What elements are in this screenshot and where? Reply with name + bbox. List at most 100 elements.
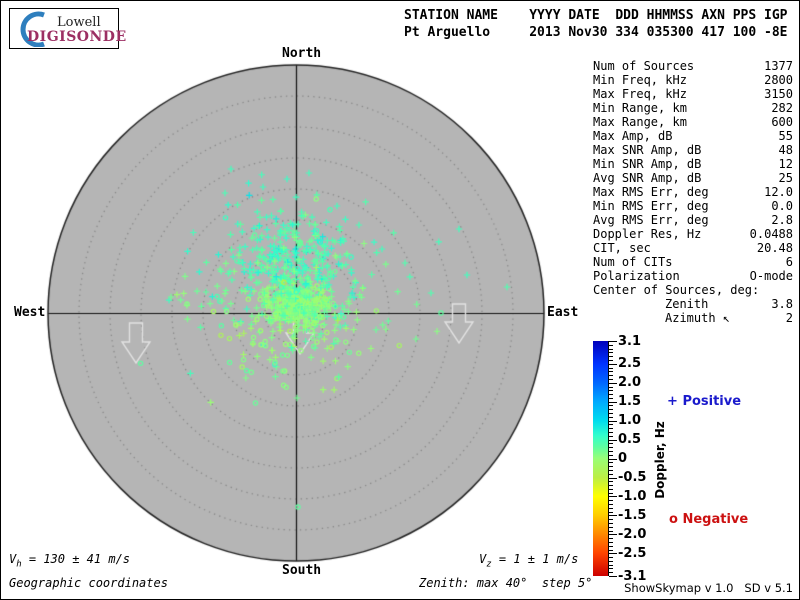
stat-row: Max Amp, dB 55 [593, 129, 793, 143]
colorbar-minor-tick [609, 469, 613, 471]
colorbar-minor-tick [609, 462, 613, 464]
stat-row: Min Range, km 282 [593, 101, 793, 115]
colorbar-minor-tick [609, 378, 613, 380]
stat-row: Avg RMS Err, deg 2.8 [593, 213, 793, 227]
colorbar-minor-tick [609, 397, 613, 399]
compass-east-label: East [547, 305, 579, 320]
colorbar-major-tick [609, 553, 617, 555]
circle-marker-icon: o [669, 512, 678, 527]
colorbar-minor-tick [609, 519, 613, 521]
colorbar-major-tick [609, 382, 617, 384]
plus-marker-icon: + [667, 394, 678, 409]
stat-label: Min SNR Amp, dB [593, 157, 702, 171]
colorbar-axis-label: Doppler, Hz [653, 421, 667, 499]
colorbar-tick-label: 2.5 [618, 356, 642, 372]
stat-label: Max Freq, kHz [593, 87, 687, 101]
stat-row: Zenith 3.8 [593, 297, 793, 311]
stats-panel: Num of Sources 1377 Min Freq, kHz 2800 M… [593, 59, 793, 325]
stat-value: O-mode [749, 269, 793, 283]
horizontal-velocity-readout: Vh = 130 ± 41 m/s [9, 552, 131, 570]
colorbar-major-tick [609, 439, 617, 441]
colorbar-minor-tick [609, 481, 613, 483]
colorbar-minor-tick [609, 390, 613, 392]
colorbar-minor-tick [609, 454, 613, 456]
stat-label: Avg SNR Amp, dB [593, 171, 702, 185]
stat-value: 2 [785, 311, 793, 325]
stat-row: Doppler Res, Hz 0.0488 [593, 227, 793, 241]
logo-lowell-text: Lowell [57, 15, 101, 30]
colorbar-minor-tick [609, 394, 613, 396]
colorbar-gradient [593, 341, 609, 576]
colorbar-minor-tick [609, 413, 613, 414]
stat-label: Doppler Res, Hz [593, 227, 702, 241]
stat-value: 0.0488 [749, 227, 793, 241]
crescent-icon [20, 11, 45, 47]
stat-label: Num of Sources [593, 59, 695, 73]
stat-value: 2.8 [771, 213, 793, 227]
stat-row: Min SNR Amp, dB 12 [593, 157, 793, 171]
colorbar-minor-tick [609, 416, 613, 418]
colorbar-minor-tick [609, 557, 613, 558]
colorbar-minor-tick [609, 432, 613, 433]
colorbar-tick-label: 2.0 [618, 375, 642, 391]
colorbar-tick-label: -2.0 [618, 526, 647, 542]
stat-label: CIT, sec [593, 241, 651, 255]
stat-value: 0.0 [771, 199, 793, 213]
colorbar-minor-tick [609, 360, 613, 361]
colorbar-tick-label: -1.0 [618, 488, 647, 504]
stat-label: Center of Sources, deg: [593, 283, 760, 297]
header-values: Pt Arguello 2013 Nov30 334 035300 417 10… [404, 25, 788, 40]
colorbar-major-tick [609, 458, 617, 460]
stat-label: Zenith [665, 297, 709, 311]
colorbar-minor-tick [609, 522, 613, 524]
stat-row: Azimuth ↖ 2 [593, 311, 793, 325]
colorbar-minor-tick [609, 344, 613, 346]
stat-value: 3150 [764, 87, 793, 101]
stat-row: Avg SNR Amp, dB 25 [593, 171, 793, 185]
colorbar-minor-tick [609, 435, 613, 437]
colorbar-minor-tick [609, 450, 613, 452]
version-credit: ShowSkymap v 1.0 SD v 5.1 [624, 581, 793, 595]
legend-positive: + Positive [667, 394, 741, 409]
coordinates-note: Geographic coordinates [9, 576, 168, 590]
colorbar-minor-tick [609, 348, 613, 350]
stat-value: 12.0 [764, 185, 793, 199]
legend-negative: o Negative [669, 512, 748, 527]
colorbar-minor-tick [609, 409, 613, 411]
colorbar-minor-tick [609, 352, 613, 354]
stat-label: Max SNR Amp, dB [593, 143, 702, 157]
stat-row: Min RMS Err, deg 0.0 [593, 199, 793, 213]
stat-row: Max Freq, kHz 3150 [593, 87, 793, 101]
colorbar-tick-label: 0.5 [618, 432, 642, 447]
stat-row: Max SNR Amp, dB 48 [593, 143, 793, 157]
colorbar-tick-label: 1.5 [618, 394, 642, 410]
stat-label: Num of CITs [593, 255, 673, 269]
stat-label: Avg RMS Err, deg [593, 213, 709, 227]
stat-label: Min RMS Err, deg [593, 199, 709, 213]
stat-value: 2800 [764, 73, 793, 87]
colorbar-tick-label: 1.0 [618, 413, 642, 429]
colorbar-major-tick [609, 420, 617, 422]
colorbar-minor-tick [609, 568, 613, 570]
colorbar-major-tick [609, 477, 617, 479]
colorbar-minor-tick [609, 485, 613, 486]
colorbar-major-tick [609, 341, 617, 342]
colorbar-major-tick [609, 576, 617, 577]
stat-label: Azimuth ↖ [665, 311, 731, 325]
stat-value: 1377 [764, 59, 793, 73]
colorbar-tick-label: -0.5 [618, 470, 647, 485]
colorbar-minor-tick [609, 541, 613, 543]
stat-value: 600 [771, 115, 793, 129]
legend-negative-label: Negative [682, 512, 749, 527]
stat-label: Polarization [593, 269, 680, 283]
colorbar-tick-label: 0 [618, 451, 628, 466]
colorbar-minor-tick [609, 356, 613, 358]
colorbar-minor-tick [609, 488, 613, 490]
stat-value: 48 [778, 143, 793, 157]
colorbar-minor-tick [609, 375, 613, 377]
stat-label: Max RMS Err, deg [593, 185, 709, 199]
colorbar-minor-tick [609, 545, 613, 547]
colorbar-minor-tick [609, 428, 613, 430]
